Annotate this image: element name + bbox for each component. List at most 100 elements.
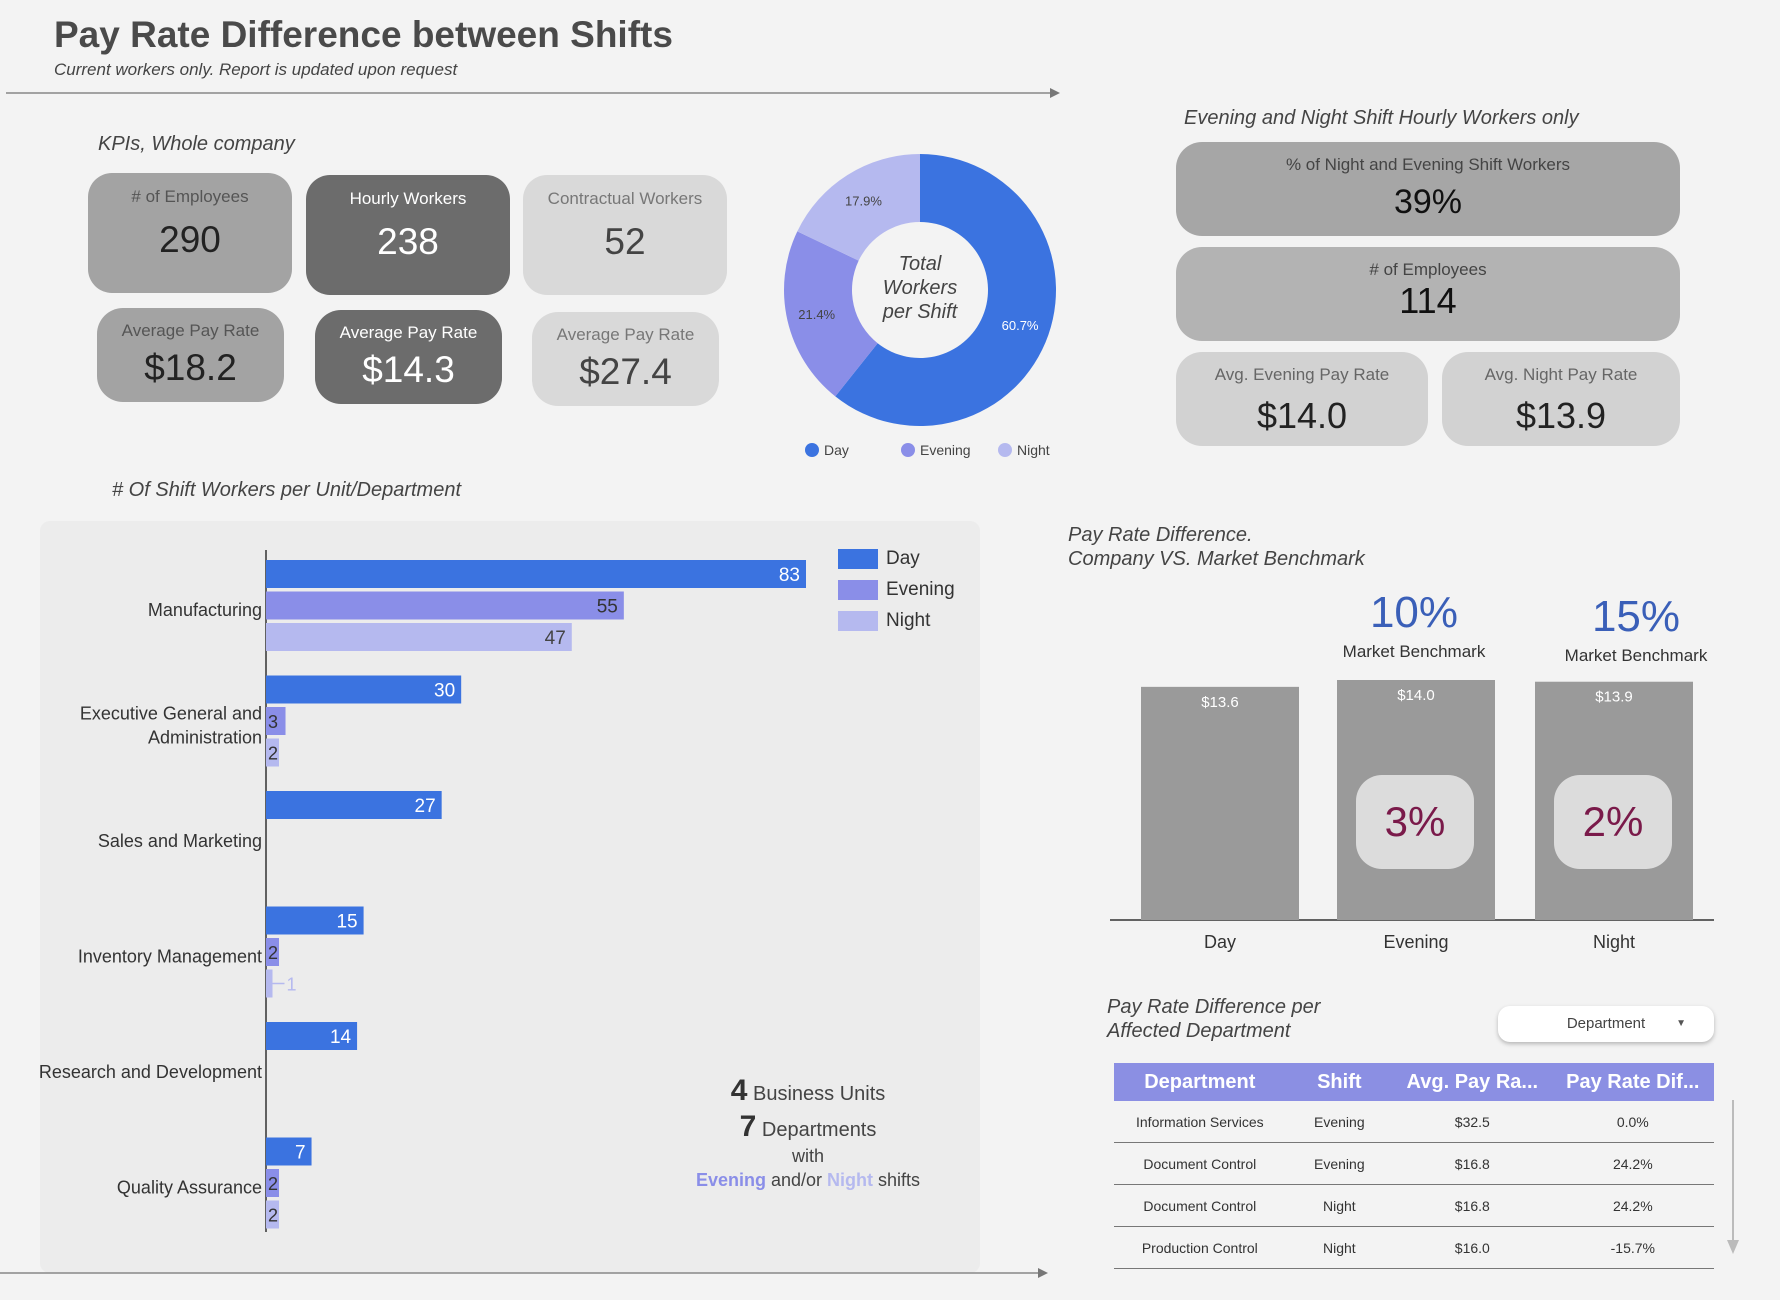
kpi-avg-pay-hourly-label: Average Pay Rate (339, 323, 478, 342)
cell-department: Document Control (1114, 1184, 1286, 1227)
kpi-evening-night-employees: # of Employees 114 (1176, 247, 1680, 341)
dept-chart-legend: Day Evening Night (838, 548, 955, 641)
legend-evening: Evening (838, 579, 955, 610)
col-shift[interactable]: Shift (1285, 1063, 1394, 1101)
category-label: Manufacturing (148, 600, 262, 620)
evening-benchmark-label: Market Benchmark (1342, 642, 1486, 661)
bar-value-label: 47 (545, 628, 566, 649)
kpi-employees: # of Employees 290 (88, 173, 292, 293)
kpi-avg-pay-all: Average Pay Rate $18.2 (97, 308, 284, 402)
col-department[interactable]: Department (1114, 1063, 1286, 1101)
col-avg-pay[interactable]: Avg. Pay Ra... (1393, 1063, 1552, 1101)
donut-legend-swatch (805, 443, 819, 457)
kpi-pct-night-evening-value: 39% (1393, 183, 1463, 221)
table-row[interactable]: Information Services Evening $32.5 0.0% (1114, 1101, 1714, 1143)
kpi-hourly-value: 238 (377, 221, 439, 262)
donut-slice-evening[interactable] (784, 231, 878, 397)
kpi-avg-pay-all-label: Average Pay Rate (121, 321, 260, 340)
kpi-avg-evening-pay: Avg. Evening Pay Rate $14.0 (1176, 352, 1428, 446)
bar-day[interactable] (266, 1137, 312, 1166)
evening-benchmark: 10% Market Benchmark (1316, 588, 1512, 662)
kpi-contractual-label: Contractual Workers (547, 189, 703, 208)
header-divider-arrow (6, 88, 1060, 98)
page-subtitle: Current workers only. Report is updated … (54, 60, 458, 79)
depts-text: Departments (761, 1119, 877, 1141)
donut-center-title: Total (899, 253, 942, 275)
department-dropdown-label: Department (1566, 1015, 1646, 1032)
kpi-evening-night-employees-value: 114 (1399, 280, 1457, 321)
table-row[interactable]: Document Control Evening $16.8 24.2% (1114, 1142, 1714, 1185)
bar-evening[interactable] (266, 707, 286, 735)
units-summary: 4 Business Units 7 Departments with Even… (670, 1074, 946, 1191)
bar-night[interactable] (266, 623, 572, 651)
units-count: 4 (730, 1074, 748, 1107)
units-andor: and/or (770, 1170, 823, 1190)
units-shifts-line: Evening and/or Night shifts (670, 1170, 946, 1191)
cell-department: Production Control (1114, 1226, 1286, 1269)
benchmark-label-line1: Pay Rate Difference. (1068, 524, 1253, 546)
bar-value-label: 55 (597, 597, 618, 618)
bar-value-label: 15 (336, 912, 357, 933)
units-night: Night (827, 1170, 874, 1190)
donut-legend-label: Day (824, 442, 849, 458)
cell-pay-diff: 24.2% (1551, 1184, 1714, 1227)
table-row[interactable]: Document Control Night $16.8 24.2% (1114, 1184, 1714, 1227)
table-row[interactable]: Production Control Night $16.0 -15.7% (1114, 1226, 1714, 1269)
donut-slice-night[interactable] (797, 154, 920, 261)
donut-legend-swatch (998, 443, 1012, 457)
bar-evening[interactable] (266, 938, 280, 966)
bar-day[interactable] (266, 791, 442, 819)
pay-bar-day[interactable] (1141, 686, 1299, 920)
table-scroll-arrow[interactable] (1726, 1100, 1740, 1260)
legend-evening-swatch (838, 579, 878, 600)
cell-pay-diff: 0.0% (1551, 1101, 1714, 1143)
cell-avg-pay: $16.8 (1393, 1142, 1552, 1185)
bar-night[interactable] (266, 738, 280, 767)
bar-value-label: 30 (434, 681, 455, 702)
donut-center-title: Workers (883, 277, 957, 299)
cell-department: Document Control (1114, 1142, 1286, 1185)
bar-value-label: 2 (268, 1174, 278, 1194)
bar-evening[interactable] (266, 591, 624, 620)
bar-day[interactable] (266, 1022, 358, 1050)
donut-center-title: per Shift (882, 301, 959, 323)
bar-night[interactable] (266, 1200, 280, 1229)
bar-day[interactable] (266, 675, 462, 704)
night-benchmark-label: Market Benchmark (1564, 646, 1708, 665)
pay-bar-category-label: Day (1204, 932, 1236, 952)
department-dropdown[interactable]: Department ▼ (1498, 1006, 1714, 1042)
category-label: Research and Development (39, 1062, 262, 1082)
category-label: Sales and Marketing (98, 831, 262, 851)
evening-night-section-label: Evening and Night Shift Hourly Workers o… (1184, 107, 1579, 129)
kpi-avg-pay-all-value: $18.2 (144, 347, 237, 388)
donut-slice-day[interactable] (835, 154, 1056, 426)
pay-bar-category-label: Night (1593, 932, 1635, 952)
table-label-line1: Pay Rate Difference per (1107, 996, 1321, 1018)
legend-night-swatch (838, 610, 878, 631)
kpi-avg-pay-hourly-value: $14.3 (362, 349, 455, 390)
depts-line: 7 Departments (670, 1110, 946, 1146)
cell-shift: Night (1285, 1184, 1394, 1227)
table-header-row: Department Shift Avg. Pay Ra... Pay Rate… (1114, 1063, 1714, 1101)
col-pay-diff[interactable]: Pay Rate Dif... (1551, 1063, 1714, 1101)
bar-night[interactable] (266, 969, 273, 998)
table-label-line2: Affected Department (1107, 1020, 1291, 1042)
pay-bar-category-label: Evening (1383, 932, 1448, 952)
bar-value-label: 1 (287, 975, 297, 995)
bar-day[interactable] (266, 560, 806, 588)
benchmark-section-label: Pay Rate Difference. Company VS. Market … (1068, 523, 1365, 571)
evening-diff-badge: 3% (1356, 775, 1474, 869)
bar-day[interactable] (266, 906, 364, 935)
kpi-hourly-workers: Hourly Workers 238 (306, 175, 510, 295)
night-diff-badge: 2% (1554, 775, 1672, 869)
bar-evening[interactable] (266, 1169, 280, 1197)
footer-divider-arrow (0, 1268, 1048, 1278)
bar-value-label: 3 (268, 712, 278, 732)
bar-value-label: 14 (330, 1027, 352, 1048)
table-section-label: Pay Rate Difference per Affected Departm… (1107, 995, 1320, 1043)
pay-bar-value-label: $14.0 (1397, 687, 1435, 704)
units-with: with (791, 1146, 824, 1166)
dept-table-wrapper: Department Shift Avg. Pay Ra... Pay Rate… (1114, 1063, 1714, 1269)
